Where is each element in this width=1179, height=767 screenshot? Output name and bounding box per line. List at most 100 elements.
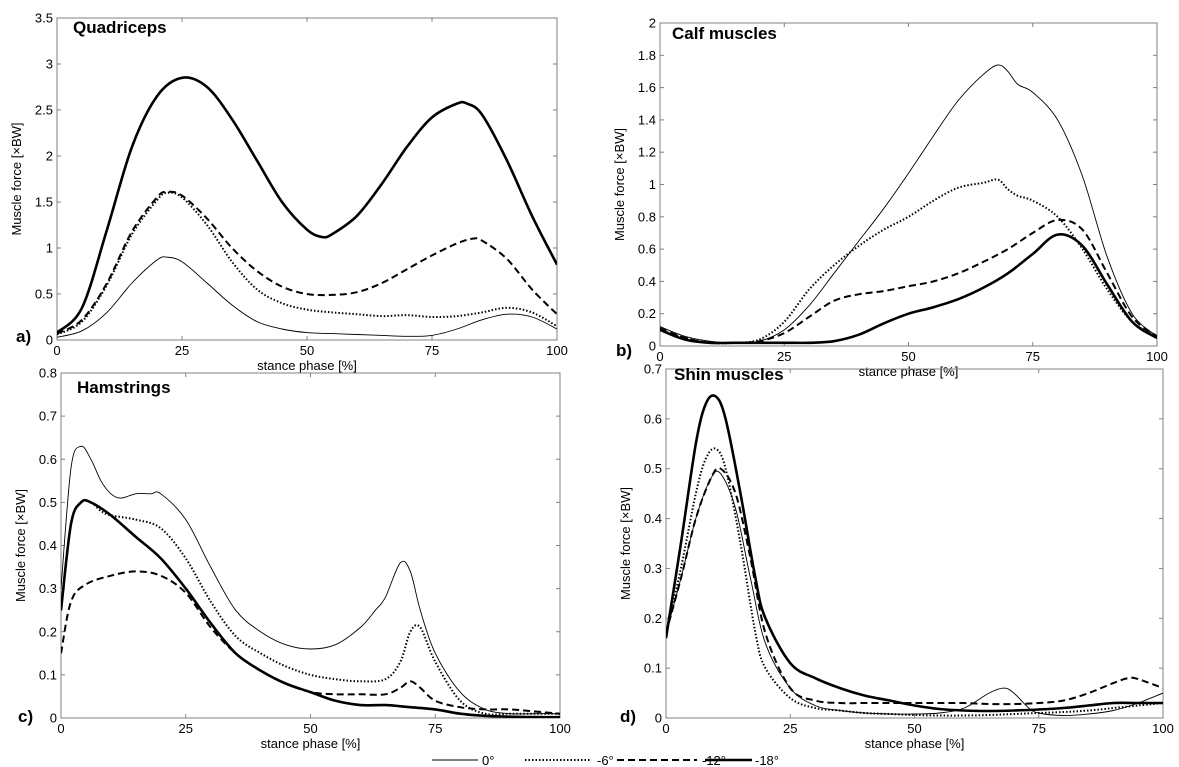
x-tick-label: 100 bbox=[1152, 721, 1174, 736]
panel-label: a) bbox=[16, 327, 31, 346]
x-tick-label: 0 bbox=[656, 349, 663, 364]
panel-label: d) bbox=[620, 707, 636, 726]
y-tick-label: 1 bbox=[649, 177, 656, 192]
y-tick-label: 0.4 bbox=[638, 274, 656, 289]
y-tick-label: 0.7 bbox=[644, 362, 662, 377]
y-tick-label: 1.2 bbox=[638, 145, 656, 160]
series-line-minus-18deg bbox=[61, 498, 560, 718]
legend: 0° -6° -12° -18° bbox=[432, 753, 779, 767]
x-tick-label: 50 bbox=[901, 349, 915, 364]
y-tick-label: 0.1 bbox=[39, 667, 57, 682]
panel-title: Shin muscles bbox=[674, 365, 784, 384]
y-tick-label: 0.6 bbox=[39, 452, 57, 467]
x-tick-label: 75 bbox=[425, 343, 439, 358]
y-tick-label: 3 bbox=[46, 57, 53, 72]
y-tick-label: 1 bbox=[46, 241, 53, 256]
series-line-0deg bbox=[660, 64, 1157, 344]
y-axis-label: Muscle force [×BW] bbox=[13, 489, 28, 602]
x-tick-label: 75 bbox=[428, 721, 442, 736]
x-tick-label: 50 bbox=[300, 343, 314, 358]
y-tick-label: 0.5 bbox=[39, 495, 57, 510]
x-axis-label: stance phase [%] bbox=[257, 358, 357, 373]
y-tick-label: 0.4 bbox=[39, 538, 57, 553]
y-tick-label: 1.6 bbox=[638, 80, 656, 95]
x-tick-label: 25 bbox=[783, 721, 797, 736]
series-line-minus-12deg bbox=[57, 190, 557, 335]
panel-label: b) bbox=[616, 341, 632, 360]
y-tick-label: 0 bbox=[655, 711, 662, 726]
panel-calf-muscles: 0 0.2 0.4 0.6 0.8 1 1.2 1.4 1.6 1.8 2 0 25 50 75 100 sta… bbox=[612, 16, 1168, 380]
panel-quadriceps: 0 0.5 1 1.5 2 2.5 3 3.5 0 25 50 75 100 stance phase [… bbox=[9, 11, 568, 374]
y-tick-label: 0.1 bbox=[644, 661, 662, 676]
series-line-minus-6deg bbox=[61, 499, 560, 716]
panel-title: Hamstrings bbox=[77, 378, 171, 397]
series-line-minus-18deg bbox=[57, 76, 557, 334]
plot-frame bbox=[659, 22, 1158, 347]
y-tick-label: 0.6 bbox=[638, 242, 656, 257]
legend-label: -6° bbox=[597, 753, 614, 767]
series-line-minus-18deg bbox=[660, 233, 1157, 345]
y-tick-label: 0.8 bbox=[638, 209, 656, 224]
panel-title: Quadriceps bbox=[73, 18, 167, 37]
series-line-0deg bbox=[57, 256, 557, 338]
x-tick-label: 75 bbox=[1026, 349, 1040, 364]
series-line-0deg bbox=[61, 445, 560, 715]
legend-label: -18° bbox=[755, 753, 779, 767]
y-tick-label: 0.3 bbox=[644, 561, 662, 576]
x-axis-label: stance phase [%] bbox=[261, 736, 361, 751]
legend-entry: -18° bbox=[705, 753, 779, 767]
y-axis-label: Muscle force [×BW] bbox=[612, 128, 627, 241]
y-tick-label: 0 bbox=[50, 711, 57, 726]
y-tick-label: 3.5 bbox=[35, 11, 53, 26]
x-tick-label: 0 bbox=[57, 721, 64, 736]
y-tick-label: 0 bbox=[46, 333, 53, 348]
x-tick-label: 50 bbox=[303, 721, 317, 736]
y-tick-label: 2.5 bbox=[35, 103, 53, 118]
legend-entry: -6° bbox=[525, 753, 614, 767]
x-tick-label: 100 bbox=[1146, 349, 1168, 364]
y-tick-label: 0.4 bbox=[644, 511, 662, 526]
legend-label: 0° bbox=[482, 753, 494, 767]
y-tick-label: 0.6 bbox=[644, 411, 662, 426]
plot-frame bbox=[60, 372, 561, 719]
x-axis-label: stance phase [%] bbox=[865, 736, 965, 751]
y-tick-label: 0.2 bbox=[39, 624, 57, 639]
y-tick-label: 0.2 bbox=[644, 611, 662, 626]
x-tick-label: 0 bbox=[53, 343, 60, 358]
x-tick-label: 100 bbox=[549, 721, 571, 736]
series-line-minus-12deg bbox=[666, 467, 1163, 706]
series-line-minus-6deg bbox=[57, 191, 557, 336]
x-tick-label: 75 bbox=[1032, 721, 1046, 736]
x-tick-label: 25 bbox=[179, 721, 193, 736]
x-tick-label: 50 bbox=[907, 721, 921, 736]
y-tick-label: 1.8 bbox=[638, 48, 656, 63]
panel-shin-muscles: 0 0.1 0.2 0.3 0.4 0.5 0.6 0.7 0 25 50 75 100 stance p… bbox=[618, 362, 1174, 752]
y-tick-label: 0.2 bbox=[638, 306, 656, 321]
series-line-minus-6deg bbox=[666, 447, 1163, 717]
x-tick-label: 25 bbox=[777, 349, 791, 364]
y-tick-label: 2 bbox=[46, 149, 53, 164]
x-tick-label: 25 bbox=[175, 343, 189, 358]
legend-entry: 0° bbox=[432, 753, 494, 767]
y-axis-label: Muscle force [×BW] bbox=[618, 487, 633, 600]
y-tick-label: 0.8 bbox=[39, 366, 57, 381]
x-tick-label: 100 bbox=[546, 343, 568, 358]
series-line-minus-18deg bbox=[666, 394, 1163, 713]
series-line-minus-12deg bbox=[660, 218, 1157, 345]
panel-title: Calf muscles bbox=[672, 24, 777, 43]
panel-label: c) bbox=[18, 707, 33, 726]
y-axis-label: Muscle force [×BW] bbox=[9, 122, 24, 235]
y-tick-label: 1.5 bbox=[35, 195, 53, 210]
y-tick-label: 0.5 bbox=[644, 461, 662, 476]
series-line-minus-12deg bbox=[61, 570, 560, 715]
plot-frame bbox=[665, 368, 1164, 719]
x-tick-label: 0 bbox=[662, 721, 669, 736]
plot-frame bbox=[56, 17, 558, 341]
y-tick-label: 0.7 bbox=[39, 409, 57, 424]
x-axis-label: stance phase [%] bbox=[859, 364, 959, 379]
y-tick-label: 1.4 bbox=[638, 112, 656, 127]
series-line-minus-6deg bbox=[660, 178, 1157, 345]
y-tick-label: 0.3 bbox=[39, 581, 57, 596]
y-tick-label: 0 bbox=[649, 339, 656, 354]
